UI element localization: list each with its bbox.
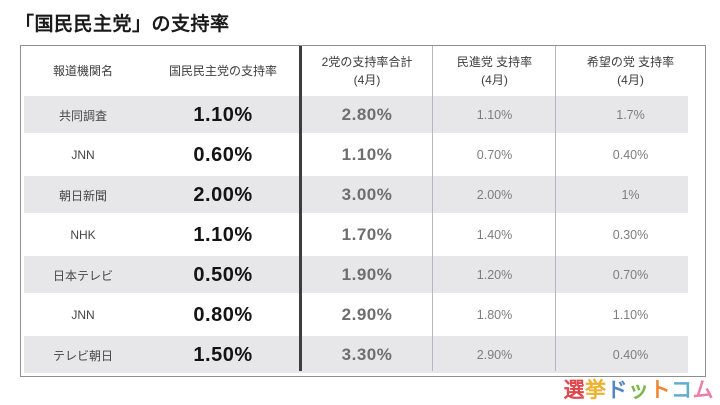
- dpp-support-rate: 1.10%: [193, 223, 253, 246]
- column-header-minshin-rate: 民進党 支持率 (4月): [433, 53, 556, 89]
- two-party-total-rate: 1.90%: [341, 265, 393, 284]
- minshin-support-rate: 1.40%: [476, 228, 513, 242]
- logo-char: 選: [563, 379, 585, 402]
- logo-char: コ: [671, 379, 693, 402]
- logo-char: ト: [649, 379, 671, 402]
- column-header-sublabel: (4月): [617, 72, 644, 87]
- logo-char: ッ: [628, 379, 650, 402]
- dpp-support-rate: 2.00%: [193, 183, 253, 206]
- support-rate-table: 報道機関名 国民民主党の支持率 2党の支持率合計 (4月) 民進党 支持率 (4…: [20, 45, 706, 377]
- two-party-total-rate: 2.80%: [341, 105, 393, 124]
- senkyo-dotcom-logo: 選挙ドットコム: [564, 374, 715, 404]
- table-row: JNN 0.60% 1.10% 0.70% 0.40%: [21, 135, 705, 175]
- table-header-row: 報道機関名 国民民主党の支持率 2党の支持率合計 (4月) 民進党 支持率 (4…: [21, 46, 705, 95]
- media-name: 共同調査: [58, 108, 107, 123]
- column-header-label: 報道機関名: [52, 63, 113, 78]
- two-party-total-rate: 1.70%: [341, 225, 393, 244]
- media-name: JNN: [71, 308, 95, 322]
- dpp-support-rate: 0.50%: [193, 263, 253, 286]
- thick-column-divider: [299, 46, 302, 371]
- two-party-total-rate: 1.10%: [341, 145, 393, 164]
- column-header-two-party-total: 2党の支持率合計 (4月): [301, 53, 433, 89]
- two-party-total-rate: 3.30%: [341, 345, 393, 364]
- logo-char: ド: [606, 379, 628, 402]
- minshin-support-rate: 1.80%: [476, 308, 513, 322]
- column-header-sublabel: (4月): [481, 72, 508, 87]
- logo-char: ム: [692, 379, 714, 402]
- table-body: 共同調査 1.10% 2.80% 1.10% 1.7% JNN 0.60% 1.…: [21, 95, 705, 375]
- column-header-label: 2党の支持率合計: [321, 54, 413, 69]
- logo-char: 挙: [585, 379, 607, 402]
- dpp-support-rate: 0.80%: [193, 303, 253, 326]
- kibou-support-rate: 1%: [621, 188, 640, 202]
- column-header-label: 希望の党 支持率: [586, 54, 675, 69]
- dpp-support-rate: 0.60%: [193, 143, 253, 166]
- column-header-label: 国民民主党の支持率: [168, 63, 277, 78]
- media-name: NHK: [70, 228, 96, 242]
- kibou-support-rate: 0.70%: [612, 268, 649, 282]
- minshin-support-rate: 2.90%: [476, 348, 513, 362]
- column-header-kibou-rate: 希望の党 支持率 (4月): [556, 53, 705, 89]
- kibou-support-rate: 0.40%: [612, 148, 649, 162]
- kibou-support-rate: 0.30%: [612, 228, 649, 242]
- column-header-sublabel: (4月): [353, 72, 381, 87]
- thin-column-divider: [432, 46, 433, 371]
- kibou-support-rate: 1.7%: [616, 108, 645, 122]
- dpp-support-rate: 1.50%: [193, 343, 253, 366]
- thin-column-divider: [555, 46, 556, 371]
- minshin-support-rate: 2.00%: [476, 188, 513, 202]
- kibou-support-rate: 0.40%: [612, 348, 649, 362]
- table-row: 共同調査 1.10% 2.80% 1.10% 1.7%: [21, 95, 705, 135]
- table-row: 日本テレビ 0.50% 1.90% 1.20% 0.70%: [21, 255, 705, 295]
- media-name: テレビ朝日: [52, 348, 113, 363]
- table-row: テレビ朝日 1.50% 3.30% 2.90% 0.40%: [21, 335, 705, 375]
- two-party-total-rate: 2.90%: [341, 305, 393, 324]
- minshin-support-rate: 0.70%: [476, 148, 513, 162]
- page-title: 「国民民主党」の支持率: [15, 14, 230, 35]
- dpp-support-rate: 1.10%: [193, 103, 253, 126]
- kibou-support-rate: 1.10%: [612, 308, 649, 322]
- two-party-total-rate: 3.00%: [341, 185, 393, 204]
- table-row: 朝日新聞 2.00% 3.00% 2.00% 1%: [21, 175, 705, 215]
- table-row: NHK 1.10% 1.70% 1.40% 0.30%: [21, 215, 705, 255]
- minshin-support-rate: 1.20%: [476, 268, 513, 282]
- media-name: 朝日新聞: [58, 188, 107, 203]
- column-header-dpp-rate: 国民民主党の支持率: [145, 62, 301, 80]
- media-name: 日本テレビ: [52, 268, 113, 283]
- table-row: JNN 0.80% 2.90% 1.80% 1.10%: [21, 295, 705, 335]
- minshin-support-rate: 1.10%: [476, 108, 513, 122]
- column-header-label: 民進党 支持率: [456, 54, 533, 69]
- media-name: JNN: [71, 148, 95, 162]
- column-header-media: 報道機関名: [21, 62, 145, 80]
